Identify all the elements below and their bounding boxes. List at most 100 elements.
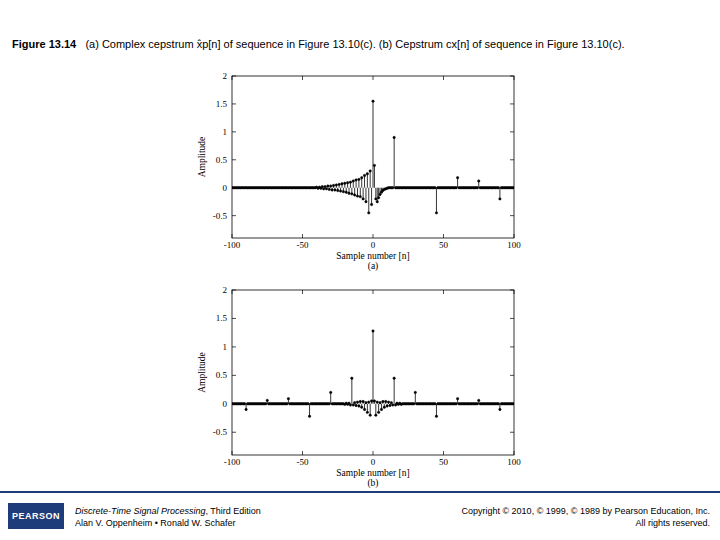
caption-text: (a) Complex cepstrum x̂p[n] of sequence … <box>85 38 624 50</box>
stem <box>435 188 437 214</box>
stem-marker <box>386 405 388 407</box>
stem-marker <box>368 212 370 214</box>
y-tick-label: 1.5 <box>216 313 228 323</box>
stem-line <box>378 188 379 198</box>
stem-line <box>375 404 376 415</box>
stem <box>434 187 436 189</box>
stem-marker <box>434 403 436 405</box>
stem <box>377 404 379 414</box>
stem <box>393 377 395 404</box>
plot-frame <box>232 76 514 238</box>
stem <box>413 403 415 405</box>
book-line: Discrete-Time Signal Processing, Third E… <box>75 505 261 517</box>
stem-line <box>364 175 365 187</box>
stem-line <box>330 392 331 403</box>
x-tick-label: 100 <box>507 457 521 467</box>
stem-marker <box>499 198 501 200</box>
stem-marker <box>345 191 347 193</box>
stem-marker <box>476 187 478 189</box>
stem <box>351 188 353 195</box>
y-tick-right <box>510 375 514 376</box>
x-tick-label: 0 <box>371 240 376 250</box>
stem <box>361 404 363 409</box>
stem-marker <box>413 403 415 405</box>
caption-label: Figure 13.14 <box>12 38 76 50</box>
stem-marker <box>328 188 330 190</box>
stem-marker <box>392 404 394 406</box>
stem <box>497 403 499 405</box>
stem <box>334 188 336 191</box>
caption: Figure 13.14 (a) Complex cepstrum x̂p[n]… <box>12 37 712 51</box>
x-tick-label: 0 <box>371 457 376 467</box>
stem-marker <box>348 192 350 194</box>
stem <box>349 181 351 188</box>
x-tick-top <box>514 76 515 80</box>
stem-marker <box>390 401 392 403</box>
stem-marker <box>342 190 344 192</box>
stem-line <box>436 188 437 213</box>
plot-frame <box>232 290 514 455</box>
stem-marker <box>338 183 340 185</box>
y-tick <box>232 346 236 347</box>
stem <box>375 188 377 200</box>
stems <box>232 100 514 214</box>
x-tick-label: -50 <box>297 240 309 250</box>
stem-marker <box>328 403 330 405</box>
stem-line <box>457 178 458 188</box>
stem <box>356 188 358 198</box>
stem-line <box>363 188 364 199</box>
stem <box>356 401 358 404</box>
y-tick-label: -0.5 <box>213 211 228 221</box>
stem-marker <box>245 408 247 410</box>
stem <box>355 404 357 407</box>
stem <box>331 188 333 191</box>
stem-marker <box>346 181 348 183</box>
stem <box>392 404 394 406</box>
x-tick-top <box>302 290 303 294</box>
stem-marker <box>456 397 458 399</box>
stem-marker <box>389 404 391 406</box>
stem-marker <box>365 401 367 403</box>
y-tick <box>232 159 236 160</box>
stem-marker <box>324 185 326 187</box>
stem-marker <box>332 184 334 186</box>
stem <box>365 401 367 403</box>
stem <box>372 330 374 404</box>
stem <box>369 170 371 188</box>
charts: -0.500.511.52-100-50050100Sample number … <box>0 0 720 540</box>
y-tick-right <box>510 346 514 347</box>
stem-line <box>394 378 395 404</box>
x-tick <box>302 234 303 238</box>
stem <box>328 188 330 191</box>
stem-line <box>415 392 416 403</box>
stem-marker <box>341 183 343 185</box>
stem <box>344 182 346 188</box>
stem-marker <box>456 176 458 178</box>
stem <box>362 400 364 403</box>
stem-line <box>373 331 374 404</box>
stem <box>265 403 267 405</box>
stem <box>455 403 457 405</box>
stem-marker <box>499 408 501 410</box>
stem-marker <box>359 400 361 402</box>
stem <box>335 184 337 188</box>
stem <box>358 178 360 188</box>
x-tick-label: -100 <box>224 457 241 467</box>
stem-marker <box>361 406 363 408</box>
stem-marker <box>355 404 357 406</box>
stem-marker <box>287 397 289 399</box>
stem-marker <box>382 400 384 402</box>
stem <box>341 183 343 188</box>
stem-marker <box>349 181 351 183</box>
stem-marker <box>380 408 382 410</box>
stem <box>390 401 392 403</box>
stem-line <box>370 404 371 415</box>
stem-marker <box>307 403 309 405</box>
stem-marker <box>321 185 323 187</box>
stem <box>308 404 310 418</box>
stem <box>327 185 329 188</box>
stem-marker <box>513 187 514 189</box>
stem <box>376 188 378 203</box>
stem <box>370 400 372 404</box>
stem-marker <box>337 189 339 191</box>
